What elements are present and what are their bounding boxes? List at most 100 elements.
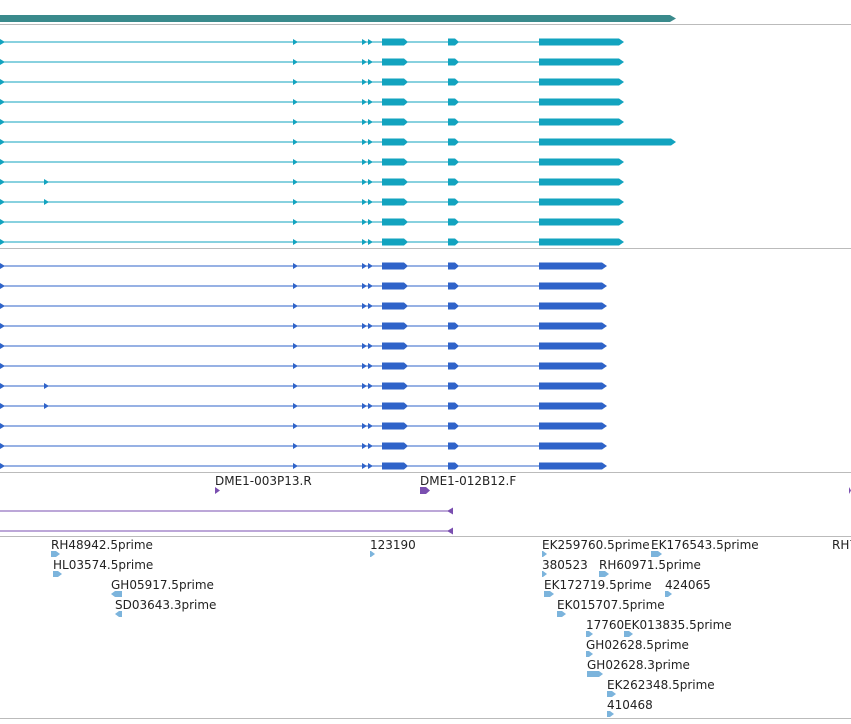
est-label[interactable]: GH02628.3prime <box>587 658 690 672</box>
strand-arrow <box>362 363 367 369</box>
est-marker[interactable] <box>624 631 629 637</box>
exon-tip <box>455 422 459 430</box>
strand-arrow <box>368 199 373 205</box>
strand-arrow <box>44 383 49 389</box>
exon-tip <box>602 382 607 390</box>
exon-tip <box>404 442 408 450</box>
strand-arrow <box>362 263 367 269</box>
strand-arrow <box>368 463 373 469</box>
exon-tip <box>404 362 408 370</box>
exon-tip <box>602 342 607 350</box>
est-marker[interactable] <box>651 551 658 557</box>
strand-arrow <box>293 323 298 329</box>
probe-alignment-arrowhead <box>447 527 453 535</box>
est-label[interactable]: 17760 <box>586 618 625 632</box>
est-label[interactable]: RH60971.5prime <box>599 558 701 572</box>
exon-tip <box>404 58 408 66</box>
est-marker-tip <box>658 551 662 557</box>
est-marker[interactable] <box>599 571 605 577</box>
exon <box>539 422 602 430</box>
strand-arrow <box>293 99 298 105</box>
est-label[interactable]: RH7 <box>832 538 851 552</box>
est-marker[interactable] <box>119 611 122 617</box>
probe-marker[interactable] <box>215 487 220 494</box>
est-marker[interactable] <box>587 671 599 677</box>
strand-arrow <box>368 79 373 85</box>
exon <box>539 238 619 246</box>
est-label[interactable]: EK172719.5prime <box>544 578 652 592</box>
est-label[interactable]: EK262348.5prime <box>607 678 715 692</box>
exon <box>448 178 455 186</box>
est-label[interactable]: GH02628.5prime <box>586 638 689 652</box>
est-marker[interactable] <box>607 711 610 717</box>
exon-tip <box>602 442 607 450</box>
est-marker[interactable] <box>544 591 550 597</box>
exon-tip <box>455 382 459 390</box>
strand-arrow <box>0 139 5 145</box>
strand-arrow <box>362 219 367 225</box>
probe-marker[interactable] <box>849 487 851 494</box>
est-marker[interactable] <box>115 591 122 597</box>
est-label[interactable]: SD03643.3prime <box>115 598 217 612</box>
exon-tip <box>619 118 624 126</box>
probe-label[interactable]: DME1-003P13.R <box>215 474 312 488</box>
est-marker[interactable] <box>586 631 589 637</box>
est-marker[interactable] <box>542 551 543 557</box>
est-label[interactable]: EK015707.5prime <box>557 598 665 612</box>
strand-arrow <box>293 303 298 309</box>
probe-marker[interactable] <box>426 487 430 494</box>
est-marker-tip <box>589 631 593 637</box>
est-marker-tip <box>599 671 603 677</box>
est-marker[interactable] <box>586 651 589 657</box>
exon <box>539 282 602 290</box>
est-marker[interactable] <box>542 571 543 577</box>
exon-tip <box>404 282 408 290</box>
exon <box>382 422 404 430</box>
exon-tip <box>602 322 607 330</box>
exon <box>448 58 455 66</box>
est-marker-tip <box>56 551 60 557</box>
exon <box>448 402 455 410</box>
exon-tip <box>404 462 408 470</box>
exon-tip <box>404 302 408 310</box>
exon <box>539 362 602 370</box>
est-label[interactable]: GH05917.5prime <box>111 578 214 592</box>
strand-arrow <box>362 283 367 289</box>
strand-arrow <box>368 263 373 269</box>
exon <box>382 98 404 106</box>
exon-tip <box>455 302 459 310</box>
est-label[interactable]: 123190 <box>370 538 416 552</box>
gene-bar[interactable] <box>0 15 670 22</box>
est-label[interactable]: RH48942.5prime <box>51 538 153 552</box>
est-marker[interactable] <box>665 591 668 597</box>
strand-arrow <box>293 219 298 225</box>
est-label[interactable]: EK259760.5prime <box>542 538 650 552</box>
est-label[interactable]: EK013835.5prime <box>624 618 732 632</box>
exon-tip <box>455 262 459 270</box>
exon-tip <box>404 342 408 350</box>
est-marker[interactable] <box>370 551 371 557</box>
strand-arrow <box>44 199 49 205</box>
est-marker[interactable] <box>51 551 56 557</box>
exon <box>448 262 455 270</box>
exon <box>448 422 455 430</box>
strand-arrow <box>0 263 5 269</box>
est-label[interactable]: 424065 <box>665 578 711 592</box>
est-marker[interactable] <box>557 611 562 617</box>
est-label[interactable]: HL03574.5prime <box>53 558 154 572</box>
probe-marker[interactable] <box>420 487 426 494</box>
est-label[interactable]: 380523 <box>542 558 588 572</box>
est-marker[interactable] <box>607 691 612 697</box>
exon <box>539 218 619 226</box>
exon-tip <box>455 362 459 370</box>
strand-arrow <box>293 283 298 289</box>
strand-arrow <box>0 383 5 389</box>
probe-label[interactable]: DME1-012B12.F <box>420 474 517 488</box>
strand-arrow <box>44 179 49 185</box>
est-marker[interactable] <box>53 571 58 577</box>
exon <box>382 442 404 450</box>
est-label[interactable]: 410468 <box>607 698 653 712</box>
est-label[interactable]: EK176543.5prime <box>651 538 759 552</box>
exon-tip <box>602 422 607 430</box>
